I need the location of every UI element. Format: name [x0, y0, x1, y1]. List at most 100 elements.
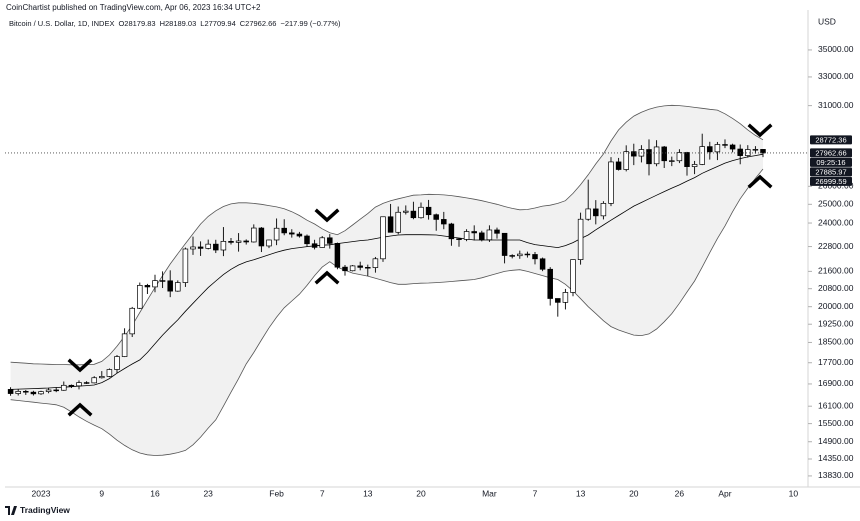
- candle-body: [653, 146, 660, 165]
- lower-band-badge: 26999.59: [810, 177, 852, 186]
- ohlc-close: C27962.66: [239, 19, 277, 28]
- annotations: [67, 123, 773, 417]
- symbol-line: Bitcoin / U.S. Dollar, 1D, INDEX O28179.…: [9, 19, 340, 28]
- candle-body: [289, 232, 295, 235]
- publisher-line: CoinChartist published on TradingView.co…: [6, 3, 260, 12]
- y-tick-label: 22800.00: [818, 241, 854, 251]
- candle-body: [197, 246, 204, 249]
- y-tick-label: 31000.00: [818, 100, 854, 110]
- badge-label: 28772.36: [815, 135, 846, 144]
- candle-body: [403, 210, 409, 213]
- candle-body: [745, 149, 751, 156]
- candle-body: [372, 258, 379, 268]
- x-tick-label: 7: [320, 488, 325, 498]
- y-tick-label: 19250.00: [818, 318, 854, 328]
- candle-body: [532, 254, 538, 260]
- up-chevron: [67, 402, 93, 417]
- candle-body: [547, 268, 553, 299]
- candle-body: [121, 333, 128, 357]
- candle-body: [615, 161, 622, 170]
- candle-body: [304, 235, 310, 245]
- middle-band: [10, 153, 764, 390]
- lower-band: [10, 168, 764, 456]
- candle-body: [190, 246, 196, 250]
- y-tick-label: 15500.00: [818, 418, 854, 428]
- x-tick-label: Feb: [269, 488, 284, 498]
- y-tick-label: 14900.00: [818, 436, 854, 446]
- candle-body: [425, 206, 432, 216]
- candle-body: [494, 229, 500, 234]
- candle-body: [319, 237, 325, 248]
- candle-body: [479, 232, 485, 241]
- x-tick-label: 10: [789, 488, 799, 498]
- candle-body: [509, 255, 515, 257]
- candle-body: [342, 266, 348, 272]
- badge-box: [810, 135, 852, 145]
- candle-body: [296, 233, 303, 237]
- candle-body: [152, 280, 158, 288]
- plot-area: [5, 104, 808, 456]
- candle-body: [327, 237, 333, 244]
- up-chevron: [747, 174, 773, 189]
- candle-body: [357, 265, 363, 268]
- candle-body: [691, 164, 698, 167]
- candle-body: [83, 382, 90, 384]
- candle-body: [661, 146, 667, 162]
- x-tick-label: 23: [203, 488, 213, 498]
- candle-body: [501, 232, 508, 256]
- candle-body: [129, 307, 135, 335]
- candle-body: [418, 206, 424, 219]
- candle-body: [684, 152, 690, 167]
- candle-body: [251, 227, 257, 243]
- candle-body: [273, 227, 280, 241]
- y-tick-label: 35000.00: [818, 44, 854, 54]
- candle-body: [258, 227, 265, 247]
- candle-body: [608, 161, 614, 204]
- candle-body: [517, 253, 523, 257]
- y-tick-label: 16100.00: [818, 400, 854, 410]
- middle-band-badge: 27885.97: [810, 167, 852, 177]
- upper-band: [10, 104, 764, 366]
- candle-body: [23, 390, 29, 393]
- candle-body: [68, 384, 75, 387]
- x-tick-label: 9: [99, 488, 104, 498]
- candle-body: [669, 160, 675, 162]
- x-tick-label: 26: [675, 488, 685, 498]
- candle-body: [213, 243, 219, 251]
- candle-body: [410, 210, 417, 219]
- candle-body: [334, 243, 341, 268]
- candle-body: [144, 285, 151, 288]
- badge-box: [810, 148, 852, 158]
- badge-label: 09:25:16: [816, 158, 845, 167]
- candle-body: [433, 214, 439, 220]
- candle-body: [570, 259, 576, 293]
- ohlc-open: O28179.83: [118, 19, 156, 28]
- candle-body: [707, 146, 713, 153]
- candle-body: [220, 241, 227, 251]
- down-chevron: [747, 123, 773, 138]
- candle-body: [182, 248, 189, 283]
- ohlc-low: L27709.94: [200, 19, 236, 28]
- candle-body: [99, 376, 105, 379]
- candle-body: [593, 208, 599, 217]
- symbol: Bitcoin / U.S. Dollar, 1D, INDEX: [9, 19, 115, 28]
- y-tick-label: 13830.00: [818, 470, 854, 480]
- candle-body: [600, 203, 607, 217]
- candle-body: [714, 144, 721, 153]
- axes: USD 35000.0033000.0031000.0026000.002500…: [5, 10, 860, 498]
- badge-box: [810, 176, 852, 186]
- candle-body: [167, 280, 173, 292]
- candle-body: [137, 285, 143, 309]
- candle-body: [441, 219, 447, 225]
- candle-body: [463, 231, 470, 240]
- candle-body: [760, 149, 766, 154]
- candle-body: [205, 243, 211, 249]
- candle-body: [45, 389, 52, 392]
- candle-body: [585, 208, 591, 220]
- candle-body: [562, 292, 569, 303]
- ohlc-high: H28189.03: [159, 19, 197, 28]
- down-chevron: [314, 208, 340, 223]
- candle-body: [228, 241, 234, 243]
- x-tick-label: 20: [629, 488, 639, 498]
